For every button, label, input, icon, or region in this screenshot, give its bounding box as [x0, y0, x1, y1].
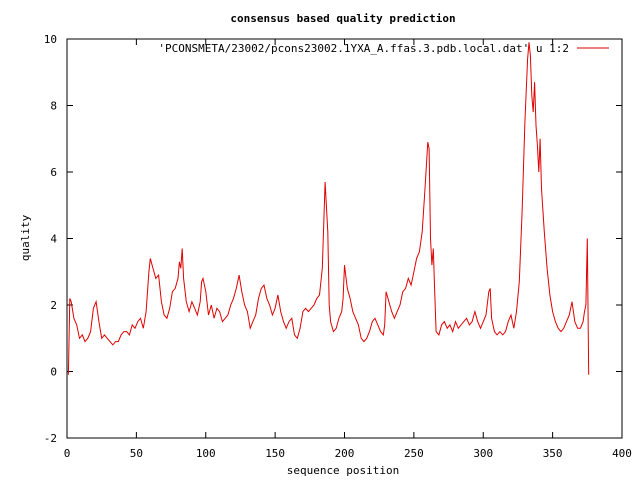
x-tick-label: 350 — [543, 447, 563, 460]
y-tick-label: 10 — [44, 33, 57, 46]
chart-title: consensus based quality prediction — [230, 12, 455, 25]
x-axis-label: sequence position — [287, 464, 400, 477]
x-tick-label: 150 — [265, 447, 285, 460]
x-tick-label: 50 — [130, 447, 143, 460]
plot-frame — [66, 38, 623, 439]
y-tick-label: 2 — [50, 299, 57, 312]
x-tick-label: 250 — [404, 447, 424, 460]
x-tick-label: 100 — [196, 447, 216, 460]
y-tick-label: -2 — [44, 432, 57, 445]
axis-ticks: 0 50 100 150 200 250 300 350 400 -2 0 2 4 6 8 10 — [44, 33, 632, 460]
series-line — [67, 42, 590, 375]
x-tick-label: 200 — [335, 447, 355, 460]
y-tick-label: 0 — [50, 366, 57, 379]
x-tick-label: 300 — [473, 447, 493, 460]
legend: 'PCONSMETA/23002/pcons23002.1YXA_A.ffas.… — [158, 42, 609, 55]
y-tick-label: 8 — [50, 100, 57, 113]
legend-label: 'PCONSMETA/23002/pcons23002.1YXA_A.ffas.… — [158, 42, 569, 55]
y-tick-label: 6 — [50, 166, 57, 179]
x-tick-label: 400 — [612, 447, 632, 460]
x-tick-label: 0 — [64, 447, 71, 460]
y-tick-label: 4 — [50, 233, 57, 246]
y-axis-label: quality — [19, 214, 32, 261]
